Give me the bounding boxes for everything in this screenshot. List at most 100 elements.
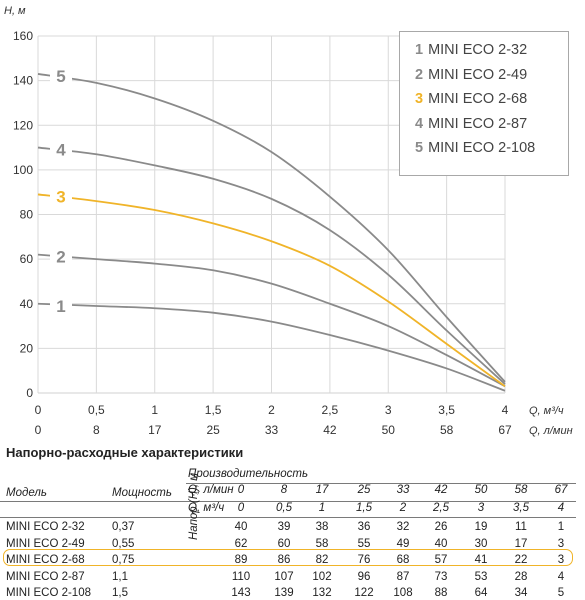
series-number-label: 5 (56, 67, 65, 86)
legend-item: 1 MINI ECO 2-32 (415, 42, 527, 58)
unit-m3h-label: Q, м³/ч (188, 502, 225, 514)
x2-tick-label: 0 (35, 423, 42, 437)
m3h-value: 0,5 (276, 502, 292, 514)
row-head-value: 30 (474, 537, 488, 550)
m3h-value: 4 (557, 502, 565, 514)
row-head-value: 19 (474, 521, 488, 533)
lmin-value: 8 (280, 484, 288, 496)
row-head-value: 68 (396, 554, 410, 566)
row-head-value: 32 (396, 521, 410, 533)
row-model: MINI ECO 2-32 (6, 521, 85, 533)
row-head-value: 57 (434, 554, 448, 566)
row-head-value: 36 (357, 521, 371, 533)
row-head-value: 58 (315, 537, 329, 550)
x-tick-label: 0,5 (88, 403, 105, 417)
row-head-value: 22 (514, 554, 528, 566)
x-tick-label: 4 (502, 403, 509, 417)
row-head-value: 86 (277, 554, 291, 566)
table-title: Напорно-расходные характеристики (6, 445, 244, 460)
lmin-value: 25 (357, 484, 371, 496)
row-head-value: 122 (354, 587, 374, 599)
y-tick-label: 0 (26, 386, 33, 400)
m3h-value: 0 (237, 502, 245, 514)
m3h-value: 1,5 (356, 502, 372, 514)
pump-curve-chart: 020406080100120140160000,581171,5252332,… (4, 5, 573, 437)
x2-axis-label: Q, л/мин (529, 425, 573, 437)
header-performance: Производительность (188, 468, 308, 480)
unit-lmin-label: Q, л/мин (188, 484, 234, 496)
row-head-value: 107 (274, 570, 294, 583)
series-line-1 (37, 302, 506, 392)
series-line-3 (37, 193, 506, 388)
row-head-value: 53 (474, 570, 488, 583)
series-label-bg (50, 138, 72, 159)
table-rule (186, 483, 576, 484)
row-head-value: 62 (234, 537, 248, 550)
row-head-value: 26 (434, 521, 448, 533)
lmin-value: 17 (315, 484, 329, 496)
legend-number: 4 (415, 115, 424, 132)
legend-item: 3 MINI ECO 2-68 (415, 91, 527, 107)
x-tick-label: 0 (35, 403, 42, 417)
header-model: Модель (6, 487, 47, 499)
row-power: 1,1 (112, 570, 128, 583)
m3h-value: 1 (318, 502, 326, 514)
row-head-value: 17 (514, 537, 528, 550)
x2-tick-label: 42 (323, 423, 337, 437)
m3h-value: 2,5 (433, 502, 449, 514)
table-rule (0, 517, 576, 518)
row-head-value: 82 (315, 554, 329, 566)
series-number-label: 2 (56, 248, 65, 267)
legend-label: MINI ECO 2-49 (428, 66, 528, 83)
table-rule (0, 501, 576, 502)
head-axis-label: Напор (H), м (188, 472, 200, 540)
row-head-value: 88 (434, 587, 448, 599)
row-head-value: 139 (274, 587, 294, 599)
row-head-value: 40 (234, 521, 248, 533)
row-head-value: 3 (557, 537, 565, 550)
row-head-value: 38 (315, 521, 329, 533)
row-model: MINI ECO 2-87 (6, 570, 85, 583)
row-head-value: 11 (515, 521, 527, 533)
x-tick-label: 3 (385, 403, 392, 417)
lmin-value: 58 (514, 484, 528, 496)
x2-tick-label: 50 (382, 423, 396, 437)
series-number-label: 1 (56, 297, 65, 316)
x2-tick-label: 67 (498, 423, 512, 437)
series-line-4 (37, 146, 506, 385)
legend-item: 2 MINI ECO 2-49 (415, 67, 527, 83)
lmin-value: 33 (396, 484, 410, 496)
row-head-value: 132 (312, 587, 332, 599)
row-power: 0,55 (112, 537, 135, 550)
row-head-value: 39 (277, 521, 291, 533)
row-head-value: 4 (557, 570, 565, 583)
y-tick-label: 60 (20, 252, 34, 266)
x-axis-label: Q, м³/ч (529, 405, 564, 417)
row-head-value: 73 (434, 570, 448, 583)
row-head-value: 102 (312, 570, 332, 583)
legend-label: MINI ECO 2-68 (428, 91, 528, 107)
row-head-value: 55 (357, 537, 371, 550)
series-label-bg (50, 64, 72, 85)
legend-number: 2 (415, 66, 424, 83)
row-head-value: 108 (393, 587, 413, 599)
chart-legend: 1 MINI ECO 2-32 2 MINI ECO 2-49 3 MINI ECO 2-… (399, 31, 569, 176)
row-head-value: 1 (557, 521, 565, 533)
series-label-bg (50, 185, 72, 206)
header-power: Мощность (112, 487, 172, 499)
row-head-value: 60 (277, 537, 291, 550)
x2-tick-label: 8 (93, 423, 100, 437)
y-tick-label: 120 (13, 118, 33, 132)
row-head-value: 34 (514, 587, 528, 599)
series-line-5 (37, 73, 506, 383)
x-tick-label: 3,5 (438, 403, 455, 417)
highlighted-row-frame (3, 549, 573, 566)
row-head-value: 64 (474, 587, 488, 599)
row-head-value: 41 (474, 554, 488, 566)
row-head-value: 110 (231, 570, 251, 583)
legend-label: MINI ECO 2-108 (428, 140, 536, 156)
row-model: MINI ECO 2-49 (6, 537, 85, 550)
lmin-value: 0 (237, 484, 245, 496)
x2-tick-label: 58 (440, 423, 454, 437)
row-power: 0,37 (112, 521, 135, 533)
